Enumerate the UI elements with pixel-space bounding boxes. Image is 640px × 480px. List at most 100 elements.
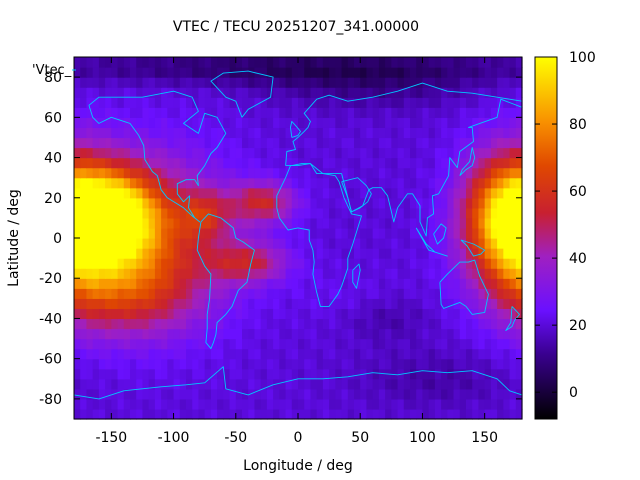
heatmap-cell: [242, 187, 249, 199]
heatmap-cell: [347, 368, 355, 380]
heatmap-cell: [210, 238, 218, 249]
heatmap-cell: [459, 117, 467, 128]
heatmap-cell: [441, 318, 448, 330]
heatmap-cell: [335, 137, 343, 149]
heatmap-cell: [254, 207, 262, 219]
heatmap-cell: [372, 167, 380, 179]
heatmap-cell: [223, 268, 231, 279]
heatmap-cell: [490, 147, 498, 159]
heatmap-cell: [204, 248, 212, 259]
heatmap-cell: [503, 187, 511, 199]
heatmap-cell: [372, 107, 380, 118]
heatmap-cell: [422, 358, 430, 370]
heatmap-cell: [117, 258, 125, 269]
heatmap-cell: [503, 97, 511, 108]
heatmap-cell: [403, 288, 411, 299]
heatmap-cell: [154, 127, 162, 139]
heatmap-cell: [403, 167, 411, 179]
heatmap-cell: [329, 77, 336, 88]
heatmap-cell: [80, 358, 88, 370]
heatmap-cell: [173, 57, 181, 68]
heatmap-cell: [391, 227, 399, 239]
heatmap-cell: [515, 147, 523, 159]
heatmap-cell: [316, 248, 324, 259]
heatmap-cell: [322, 57, 330, 68]
heatmap-cell: [179, 358, 187, 370]
heatmap-cell: [459, 328, 467, 340]
heatmap-cell: [136, 358, 144, 370]
heatmap-cell: [416, 217, 424, 229]
heatmap-cell: [105, 147, 112, 159]
heatmap-cell: [397, 137, 405, 149]
heatmap-cell: [354, 127, 361, 139]
heatmap-cell: [515, 378, 523, 390]
heatmap-cell: [148, 67, 156, 78]
heatmap-cell: [179, 388, 187, 400]
heatmap-cell: [260, 308, 268, 320]
heatmap-cell: [434, 157, 442, 169]
heatmap-cell: [92, 167, 100, 179]
heatmap-cell: [509, 217, 517, 229]
heatmap-cell: [515, 117, 523, 128]
heatmap-cell: [298, 227, 305, 239]
heatmap-cell: [223, 328, 231, 340]
heatmap-cell: [347, 57, 355, 68]
heatmap-cell: [279, 298, 287, 309]
heatmap-cell: [260, 177, 268, 189]
heatmap-cell: [503, 87, 511, 98]
heatmap-cell: [304, 137, 312, 149]
heatmap-cell: [360, 388, 368, 400]
heatmap-cell: [186, 338, 193, 350]
heatmap-cell: [434, 137, 442, 149]
heatmap-cell: [459, 57, 467, 68]
heatmap-cell: [254, 67, 262, 78]
heatmap-cell: [123, 238, 131, 249]
heatmap-cell: [447, 107, 455, 118]
heatmap-cell: [322, 288, 330, 299]
heatmap-cell: [484, 398, 492, 410]
heatmap-cell: [478, 358, 486, 370]
heatmap-cell: [322, 398, 330, 410]
heatmap-cell: [248, 167, 256, 179]
heatmap-cell: [198, 167, 206, 179]
heatmap-cell: [210, 318, 218, 330]
heatmap-cell: [285, 197, 293, 209]
heatmap-cell: [186, 77, 193, 88]
heatmap-cell: [92, 278, 100, 289]
heatmap-cell: [266, 167, 274, 179]
heatmap-cell: [130, 167, 137, 179]
heatmap-cell: [186, 97, 193, 108]
heatmap-cell: [229, 318, 237, 330]
heatmap-cell: [80, 217, 88, 229]
heatmap-cell: [86, 177, 94, 189]
heatmap-cell: [111, 227, 119, 239]
heatmap-cell: [123, 67, 131, 78]
heatmap-cell: [154, 238, 162, 249]
heatmap-cell: [354, 197, 361, 209]
heatmap-cell: [466, 348, 473, 360]
heatmap-cell: [254, 187, 262, 199]
heatmap-cell: [366, 398, 374, 410]
heatmap-cell: [422, 227, 430, 239]
heatmap-cell: [385, 67, 392, 78]
heatmap-cell: [416, 67, 424, 78]
heatmap-cell: [161, 288, 168, 299]
heatmap-cell: [490, 338, 498, 350]
heatmap-cell: [136, 137, 144, 149]
heatmap-cell: [347, 137, 355, 149]
heatmap-cell: [136, 398, 144, 410]
heatmap-cell: [447, 67, 455, 78]
coastlines: [73, 70, 523, 400]
heatmap-cell: [111, 117, 119, 128]
heatmap-cell: [422, 348, 430, 360]
heatmap-cell: [304, 258, 312, 269]
heatmap-cell: [86, 328, 94, 340]
heatmap-cell: [229, 338, 237, 350]
heatmap-cell: [74, 388, 81, 400]
heatmap-cell: [86, 157, 94, 169]
heatmap-cell: [490, 378, 498, 390]
heatmap-cell: [86, 278, 94, 289]
heatmap-cell: [378, 378, 386, 390]
heatmap-cell: [416, 177, 424, 189]
